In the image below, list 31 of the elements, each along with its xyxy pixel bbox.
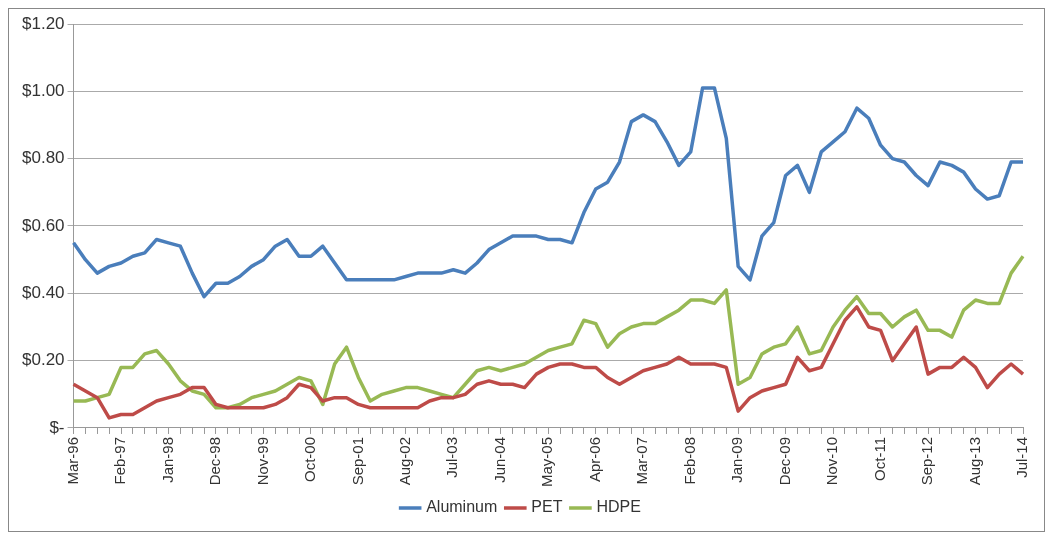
x-tick-label: Oct-11 [870, 436, 888, 481]
y-tick-label: $1.20 [21, 13, 65, 33]
y-tick-label: $- [49, 417, 65, 437]
x-tick-label: Mar-96 [63, 436, 81, 485]
x-tick-label: Sep-12 [918, 436, 936, 486]
legend-label: PET [531, 498, 563, 516]
x-tick-label: Nov-99 [253, 436, 271, 486]
y-tick-label: $0.60 [21, 215, 65, 235]
x-tick-label: Dec-09 [775, 436, 793, 486]
y-tick-label: $0.20 [21, 350, 65, 370]
x-tick-label: Dec-98 [206, 436, 224, 486]
x-tick-label: Aug-02 [395, 436, 413, 486]
x-tick-label: Apr-06 [585, 436, 603, 483]
x-tick-label: Jun-04 [490, 436, 508, 483]
x-tick-label: Jul-14 [1013, 436, 1031, 478]
x-tick-label: Sep-01 [348, 436, 366, 486]
x-tick-label: Mar-07 [633, 436, 651, 485]
x-tick-label: May-05 [538, 436, 556, 488]
y-tick-label: $0.40 [21, 283, 65, 303]
x-tick-label: Aug-13 [965, 436, 983, 486]
x-tick-label: Jan-98 [158, 436, 176, 483]
x-tick-label: Nov-10 [823, 436, 841, 486]
legend-label: Aluminum [426, 498, 498, 516]
legend-label: HDPE [596, 498, 641, 516]
x-tick-label: Jan-09 [728, 436, 746, 483]
x-tick-label: Jul-03 [443, 436, 461, 478]
y-tick-label: $0.80 [21, 148, 65, 168]
x-tick-label: Feb-97 [111, 436, 129, 485]
y-tick-label: $1.00 [21, 81, 65, 101]
x-tick-label: Feb-08 [680, 436, 698, 485]
x-tick-label: Oct-00 [301, 436, 319, 482]
